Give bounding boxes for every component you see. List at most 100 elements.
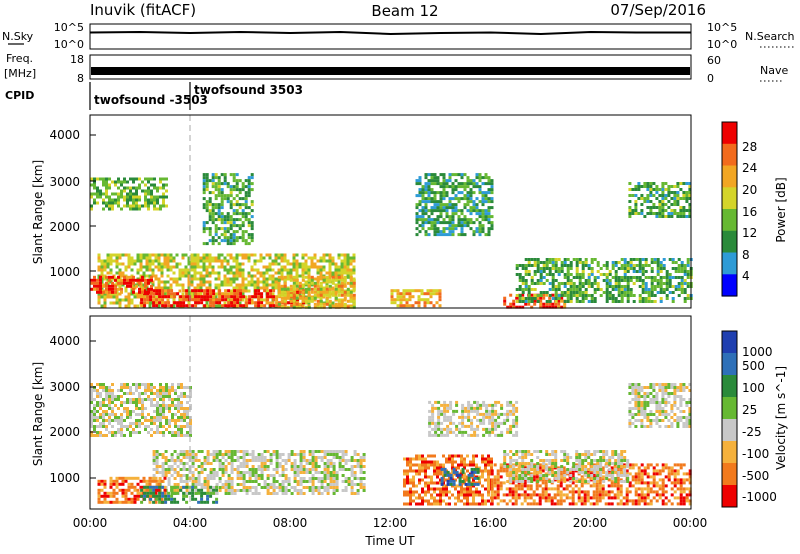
heatmap-cell (105, 275, 108, 279)
heatmap-cell (155, 304, 159, 308)
heatmap-cell (183, 419, 186, 422)
heatmap-cell (581, 282, 585, 285)
heatmap-cell (683, 270, 687, 273)
heatmap-cell (424, 233, 428, 237)
heatmap-cell (326, 483, 330, 486)
heatmap-cell (575, 267, 579, 270)
heatmap-cell (466, 194, 470, 198)
heatmap-cell (590, 261, 594, 264)
heatmap-cell (533, 302, 537, 306)
heatmap-cell (153, 416, 156, 419)
heatmap-cell (409, 490, 412, 494)
heatmap-cell (418, 209, 422, 213)
heatmap-cell (238, 191, 242, 195)
heatmap-cell (487, 475, 490, 479)
heatmap-cell (686, 261, 690, 264)
heatmap-cell (121, 298, 125, 302)
heatmap-cell (162, 386, 165, 389)
heatmap-cell (590, 300, 594, 303)
heatmap-cell (418, 478, 421, 482)
heatmap-cell (170, 289, 174, 293)
heatmap-cell (304, 271, 308, 275)
heatmap-cell (108, 177, 111, 181)
heatmap-cell (141, 180, 144, 184)
heatmap-cell (208, 256, 212, 260)
heatmap-cell (220, 188, 224, 192)
heatmap-cell (260, 468, 264, 471)
heatmap-cell (430, 179, 434, 183)
heatmap-cell (141, 275, 144, 279)
heatmap-cell (194, 304, 198, 308)
heatmap-cell (542, 291, 546, 294)
heatmap-cell (620, 267, 624, 270)
heatmap-cell (326, 486, 330, 489)
heatmap-cell (287, 459, 291, 462)
heatmap-cell (334, 284, 338, 288)
heatmap-cell (138, 386, 141, 389)
heatmap-cell (569, 279, 573, 282)
heatmap-cell (280, 271, 284, 275)
heatmap-cell (442, 221, 446, 225)
heatmap-cell (118, 301, 122, 305)
heatmap-cell (169, 286, 173, 290)
heatmap-cell (260, 301, 264, 305)
heatmap-cell (644, 297, 648, 300)
heatmap-cell (269, 474, 273, 477)
heatmap-cell (334, 268, 338, 272)
heatmap-cell (334, 305, 338, 309)
heatmap-cell (602, 279, 606, 282)
heatmap-cell (346, 275, 350, 279)
heatmap-cell (244, 289, 248, 293)
heatmap-cell (424, 182, 428, 186)
heatmap-cell (536, 294, 540, 297)
heatmap-cell (435, 289, 439, 293)
heatmap-cell (343, 298, 347, 302)
heatmap-cell (236, 298, 240, 302)
heatmap-cell (97, 488, 101, 492)
heatmap-cell (99, 395, 102, 398)
heatmap-cell (196, 262, 200, 266)
heatmap-cell (548, 288, 552, 291)
heatmap-cell (129, 398, 132, 401)
heatmap-cell (226, 268, 230, 272)
heatmap-cell (680, 288, 684, 291)
heatmap-cell (325, 302, 329, 306)
heatmap-cell (448, 206, 452, 210)
heatmap-cell (193, 262, 197, 266)
heatmap-cell (628, 209, 632, 212)
heatmap-cell (326, 474, 330, 477)
heatmap-cell (190, 292, 194, 296)
heatmap-cell (332, 471, 336, 474)
heatmap-cell (190, 295, 194, 299)
heatmap-cell (490, 221, 494, 225)
heatmap-cell (301, 286, 305, 290)
heatmap-cell (346, 262, 350, 266)
heatmap-cell (173, 462, 177, 465)
heatmap-cell (99, 290, 102, 294)
heatmap-cell (154, 253, 158, 257)
heatmap-cell (117, 275, 120, 279)
heatmap-cell (350, 474, 354, 477)
heatmap-cell (153, 183, 156, 187)
heatmap-cell (275, 456, 279, 459)
heatmap-cell (211, 218, 215, 222)
heatmap-cell (343, 265, 347, 269)
heatmap-cell (117, 407, 120, 410)
heatmap-cell (124, 491, 128, 495)
heatmap-cell (581, 267, 585, 270)
heatmap-cell (670, 209, 674, 212)
heatmap-cell (229, 188, 233, 192)
heatmap-cell (596, 276, 600, 279)
heatmap-cell (129, 278, 132, 282)
heatmap-cell (593, 288, 597, 291)
heatmap-cell (112, 295, 116, 299)
heatmap-cell (123, 180, 126, 184)
heatmap-cell (260, 477, 264, 480)
heatmap-cell (533, 282, 537, 285)
heatmap-cell (335, 477, 339, 480)
heatmap-cell (578, 279, 582, 282)
heatmap-cell (311, 483, 315, 486)
nave-tick-bottom: 0 (707, 72, 714, 85)
heatmap-cell (670, 212, 674, 215)
heatmap-cell (653, 288, 657, 291)
